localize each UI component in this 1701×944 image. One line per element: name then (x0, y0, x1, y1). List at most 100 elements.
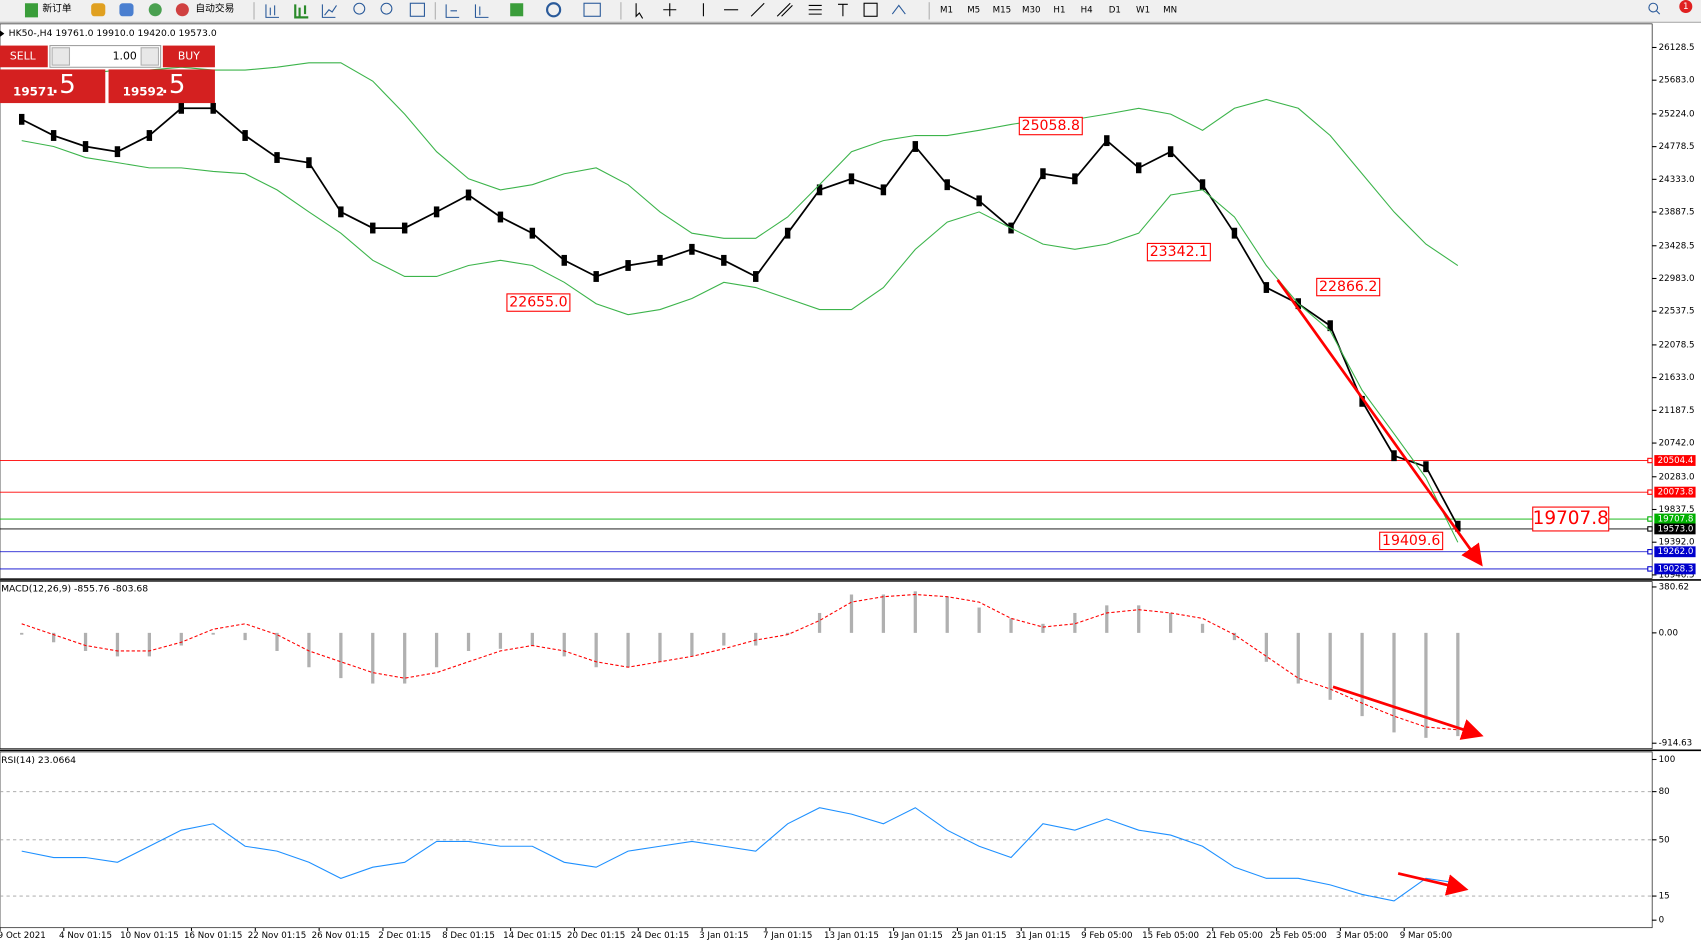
x-tick-label: 8 Dec 01:15 (442, 931, 495, 941)
timeframe[interactable]: M15 (993, 5, 1012, 15)
x-tick-label: 10 Nov 01:15 (120, 931, 178, 941)
level-label: 20073.8 (1658, 488, 1694, 498)
timeframe[interactable]: H1 (1053, 5, 1065, 15)
volume-up[interactable] (140, 47, 160, 66)
bid-price-tail[interactable]: .5 (51, 70, 76, 100)
trendline-icon[interactable] (750, 2, 765, 17)
text-icon[interactable] (838, 3, 848, 17)
ask-price[interactable]: 19592 (123, 85, 164, 99)
level-marker (1647, 489, 1653, 495)
arrow-icon[interactable] (891, 4, 906, 15)
zoom-in[interactable] (353, 2, 366, 15)
bar-chart-icon[interactable] (265, 4, 279, 18)
candle (1167, 146, 1174, 158)
line-icon[interactable] (321, 4, 337, 18)
new-order[interactable]: 新订单 (42, 2, 72, 15)
candle (1423, 461, 1429, 473)
sell-button[interactable] (0, 45, 48, 68)
auto-trading-icon[interactable] (175, 3, 189, 17)
shift-icon[interactable] (445, 4, 460, 18)
y-tick-label: 25224.0 (1659, 109, 1695, 119)
new-order-icon[interactable] (24, 3, 38, 18)
indicator-icon[interactable] (510, 3, 524, 17)
bid-box[interactable] (0, 69, 106, 104)
crosshair-icon[interactable] (663, 3, 677, 17)
level-label: 20504.4 (1658, 456, 1694, 466)
y-tick-label: 20742.0 (1659, 439, 1695, 449)
timeframe[interactable]: H4 (1081, 5, 1094, 15)
candle (976, 195, 982, 207)
histogram-bar (626, 632, 630, 668)
channel-icon[interactable] (776, 2, 793, 17)
volume[interactable]: 1.00 (113, 49, 137, 62)
histogram-bar (594, 632, 598, 668)
timeframe[interactable]: M5 (967, 5, 980, 15)
auto-trading[interactable]: 自动交易 (195, 2, 234, 15)
zoom-out[interactable] (380, 2, 393, 15)
histogram-bar (977, 607, 981, 633)
price-annotation-box (506, 293, 571, 312)
histogram-bar (20, 632, 24, 635)
y-tick-label: 50 (1659, 835, 1670, 845)
histogram-bar (754, 632, 758, 646)
price-annotation: 22866.2 (1319, 279, 1377, 295)
buy-button[interactable] (162, 45, 215, 68)
candle (784, 227, 791, 239)
timeframe[interactable]: M1 (940, 5, 953, 15)
y-tick-label: 100 (1659, 755, 1676, 765)
bid-price[interactable]: 19571 (13, 85, 54, 99)
tool-icon[interactable] (119, 3, 134, 17)
tool-icon[interactable] (91, 3, 106, 17)
x-tick-label: 26 Nov 01:15 (312, 931, 370, 941)
timeframe[interactable]: M30 (1022, 5, 1041, 15)
candle (18, 113, 25, 125)
candle (1327, 320, 1333, 332)
histogram-bar (1456, 632, 1460, 737)
timeframe[interactable]: MN (1163, 5, 1177, 15)
histogram-bar (881, 594, 886, 633)
y-tick-label: 21187.5 (1659, 406, 1695, 416)
sell-label[interactable]: SELL (10, 49, 36, 62)
ask-box[interactable] (108, 69, 215, 104)
toolbar: 新订单 自动交易 M1 M5 M15 M30 H1 H4 D1 W1 MN (0, 0, 1701, 23)
cursor-icon[interactable] (635, 3, 644, 19)
histogram-bar (1424, 632, 1428, 738)
x-tick-label: 24 Dec 01:15 (631, 931, 689, 941)
tile-icon[interactable] (409, 2, 425, 17)
autoscroll-icon[interactable] (474, 4, 489, 18)
candle (657, 254, 663, 266)
plots: 26128.5 25683.0 25224.0 24778.5 24333.0 23887… (0, 43, 1696, 941)
candle (50, 130, 57, 141)
level-tag (1654, 546, 1696, 558)
volume-field[interactable] (49, 45, 162, 68)
search-icon[interactable] (1648, 2, 1659, 13)
label-icon[interactable] (863, 2, 878, 17)
y-tick-label: 24778.5 (1659, 142, 1695, 152)
timeframe[interactable]: W1 (1136, 5, 1150, 15)
template-icon[interactable] (583, 2, 601, 17)
histogram-bar (1392, 632, 1396, 733)
indicator-line (21, 807, 1458, 902)
histogram-bar (371, 632, 375, 684)
volume-down[interactable] (51, 47, 71, 66)
x-tick-label: 16 Nov 01:15 (184, 931, 242, 941)
level-tag (1654, 523, 1696, 535)
candle-icon[interactable] (294, 4, 309, 19)
level-marker (1647, 526, 1653, 532)
x-tick-label: 20 Dec 01:15 (567, 931, 625, 941)
histogram-bar (786, 632, 790, 635)
notification-badge[interactable] (1679, 0, 1693, 14)
toolbar-bg (0, 0, 1701, 22)
fibo-icon[interactable] (808, 4, 822, 15)
candle (1040, 168, 1046, 180)
histogram-bar (690, 632, 694, 657)
buy-label[interactable]: BUY (178, 49, 200, 62)
candle (1359, 395, 1365, 407)
level-marker (1647, 516, 1653, 522)
ask-price-tail[interactable]: .5 (161, 70, 186, 100)
timeframe[interactable]: D1 (1109, 5, 1121, 15)
price-line (21, 107, 1459, 527)
tool-icon[interactable] (148, 3, 162, 17)
period-icon[interactable] (546, 2, 562, 18)
